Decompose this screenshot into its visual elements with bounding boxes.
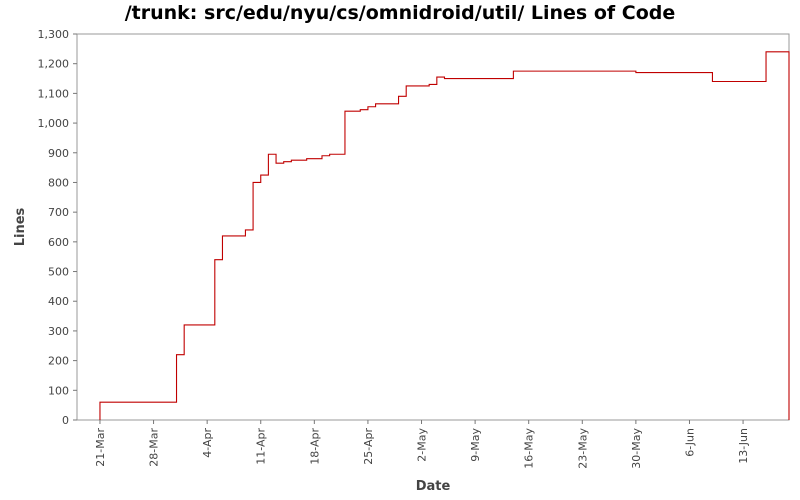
series-line [99,51,790,420]
x-tick-label: 6-Jun [683,428,696,457]
x-tick-label: 23-May [576,428,589,469]
y-tick-label: 1,300 [38,28,70,41]
y-tick-label: 600 [48,236,69,249]
y-axis: 0 100 200 300 400 500 600 700 800 900 1,000 1,100 1,… [38,28,77,427]
x-tick-label: 4-Apr [201,428,214,458]
y-tick-label: 300 [48,325,69,338]
chart-title: /trunk: src/edu/nyu/cs/omnidroid/util/ L… [124,2,676,24]
y-tick-label: 1,200 [38,58,70,71]
y-tick-label: 1,000 [38,117,70,130]
plot-area [76,33,790,421]
y-tick-label: 900 [48,147,69,160]
x-tick-label: 2-May [416,428,429,462]
x-tick-label: 25-Apr [362,428,375,465]
x-tick-label: 18-Apr [308,428,321,465]
y-tick-label: 0 [62,414,69,427]
y-axis-title: Lines [13,207,28,246]
x-tick-label: 21-Mar [94,428,107,467]
y-tick-label: 100 [48,384,69,397]
y-tick-label: 700 [48,206,69,219]
x-tick-label: 28-Mar [148,428,161,467]
x-axis: 21-Mar 28-Mar 4-Apr 11-Apr 18-Apr 25-Apr 2-May… [94,420,750,469]
x-axis-title: Date [416,479,451,494]
y-tick-label: 200 [48,355,69,368]
y-tick-label: 1,100 [38,87,70,100]
x-tick-label: 13-Jun [737,428,750,464]
x-tick-label: 30-May [630,428,643,469]
y-tick-label: 500 [48,266,69,279]
x-tick-label: 9-May [469,428,482,462]
y-tick-label: 800 [48,176,69,189]
y-tick-label: 400 [48,295,69,308]
x-tick-label: 11-Apr [255,428,268,465]
x-tick-label: 16-May [523,428,536,469]
